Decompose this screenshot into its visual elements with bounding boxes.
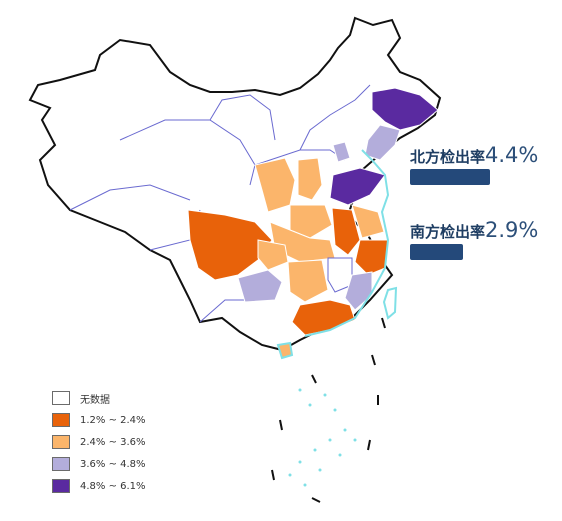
south-rate-value: 2.9% bbox=[485, 218, 539, 242]
legend-swatch bbox=[52, 413, 70, 427]
legend-item: 无数据 bbox=[52, 388, 146, 408]
region-guangdong bbox=[291, 299, 356, 336]
legend-label: 3.6% ~ 4.8% bbox=[80, 458, 146, 470]
region-jiangxi bbox=[327, 257, 353, 293]
south-label-text: 南方检出率 bbox=[410, 223, 486, 241]
region-zhejiang bbox=[354, 239, 389, 276]
region-northeast bbox=[371, 87, 439, 131]
region-beijing bbox=[332, 141, 351, 163]
region-shanxi bbox=[297, 157, 323, 201]
legend-swatch bbox=[52, 391, 70, 405]
region-anhui bbox=[331, 207, 361, 256]
region-chongqing bbox=[257, 239, 289, 271]
north-rate-bar bbox=[410, 169, 490, 185]
region-henan bbox=[289, 204, 333, 239]
region-hunan bbox=[287, 259, 329, 303]
legend-item: 4.8% ~ 6.1% bbox=[52, 476, 146, 496]
province-regions bbox=[187, 87, 439, 336]
north-rate-value: 4.4% bbox=[485, 143, 539, 167]
legend-label: 2.4% ~ 3.6% bbox=[80, 436, 146, 448]
region-taiwan bbox=[382, 286, 398, 320]
region-hainan bbox=[276, 341, 294, 360]
region-liaoning bbox=[364, 124, 401, 161]
region-jiangsu bbox=[351, 204, 385, 239]
south-sea-boundary bbox=[271, 317, 386, 503]
south-rate-bar bbox=[410, 244, 463, 260]
legend-item: 2.4% ~ 3.6% bbox=[52, 432, 146, 452]
legend-label: 1.2% ~ 2.4% bbox=[80, 414, 146, 426]
legend-swatch bbox=[52, 435, 70, 449]
legend: 无数据 1.2% ~ 2.4% 2.4% ~ 3.6% 3.6% ~ 4.8% … bbox=[52, 388, 146, 498]
legend-swatch bbox=[52, 479, 70, 493]
region-sichuan bbox=[187, 209, 273, 281]
south-sea-islands bbox=[288, 388, 357, 487]
region-guizhou bbox=[237, 269, 283, 303]
north-label-text: 北方检出率 bbox=[410, 148, 486, 166]
region-shandong bbox=[329, 167, 386, 206]
south-rate-label: 南方检出率2.9% bbox=[410, 220, 538, 241]
north-rate-label: 北方检出率4.4% bbox=[410, 145, 538, 166]
legend-label: 4.8% ~ 6.1% bbox=[80, 480, 146, 492]
legend-item: 1.2% ~ 2.4% bbox=[52, 410, 146, 430]
legend-label: 无数据 bbox=[80, 394, 110, 406]
coastline bbox=[304, 149, 390, 337]
legend-item: 3.6% ~ 4.8% bbox=[52, 454, 146, 474]
legend-swatch bbox=[52, 457, 70, 471]
